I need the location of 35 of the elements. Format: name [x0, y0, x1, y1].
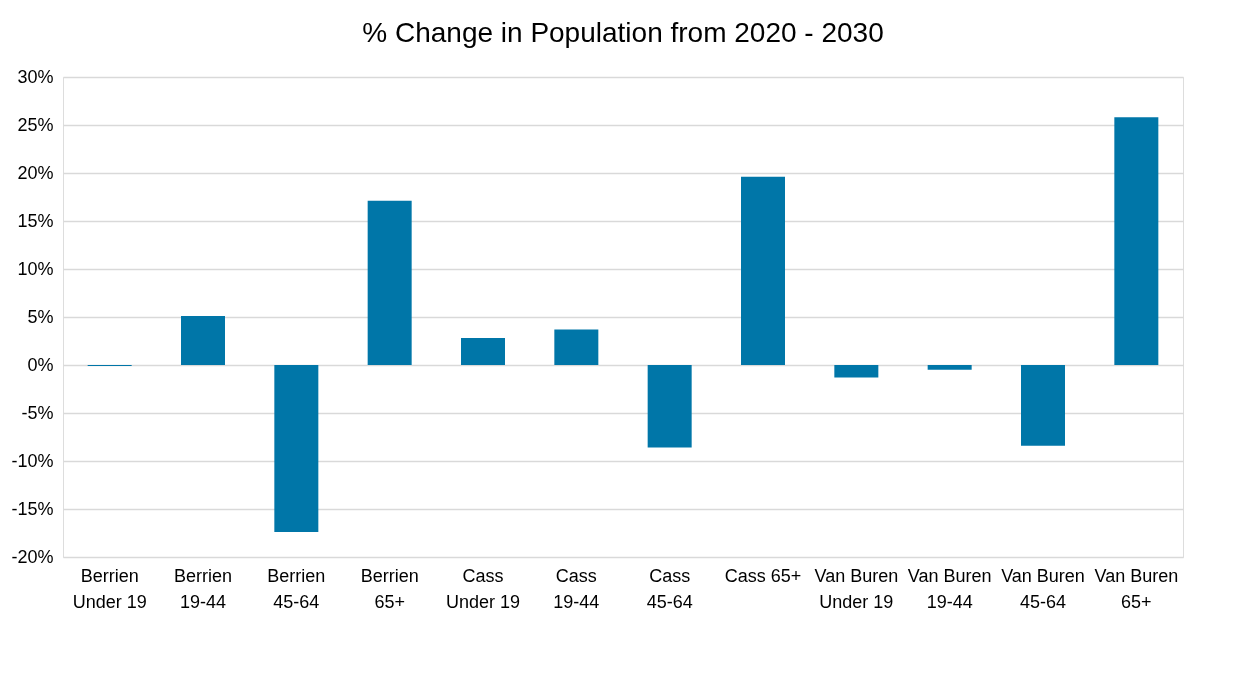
bar [181, 316, 225, 365]
x-tick-label: Van Buren 45-64 [1001, 565, 1085, 612]
y-tick-label: 10% [17, 258, 54, 279]
x-tick-label: Van Buren 65+ [1094, 565, 1179, 612]
y-tick-label: -15% [11, 498, 54, 519]
bar [461, 338, 505, 365]
x-tick-label: Berrien 65+ [360, 565, 419, 612]
bar [367, 200, 412, 365]
bar [274, 365, 319, 533]
y-tick-label: 30% [17, 66, 54, 87]
x-tick-label: Berrien 45-64 [267, 565, 326, 612]
y-tick-label: -20% [11, 546, 54, 567]
bar [1114, 117, 1159, 365]
bar [741, 176, 785, 365]
y-tick-label: 15% [17, 210, 54, 231]
y-tick-label: 25% [17, 114, 54, 135]
x-tick-label: Cass Under 19 [445, 565, 521, 612]
x-tick-label: Van Buren Under 19 [814, 565, 899, 612]
y-tick-label: 20% [17, 162, 54, 183]
y-tick-label: 0% [27, 354, 54, 375]
x-tick-label: Van Buren 19-44 [907, 565, 992, 612]
chart-title: % Change in Population from 2020 - 2030 [362, 17, 884, 48]
bar [554, 329, 599, 365]
x-tick-label: Cass 65+ [724, 565, 802, 586]
bar [647, 365, 692, 448]
x-tick-label: Cass 19-44 [553, 565, 600, 612]
y-tick-label: 5% [27, 306, 54, 327]
bar [834, 365, 879, 378]
y-tick-label: -10% [11, 450, 54, 471]
bar [1021, 365, 1065, 446]
x-tick-label: Berrien 19-44 [173, 565, 233, 612]
x-tick-label: Berrien Under 19 [72, 565, 147, 612]
x-tick-label: Cass 45-64 [646, 565, 693, 612]
y-tick-label: -5% [21, 402, 54, 423]
bar [927, 365, 972, 370]
